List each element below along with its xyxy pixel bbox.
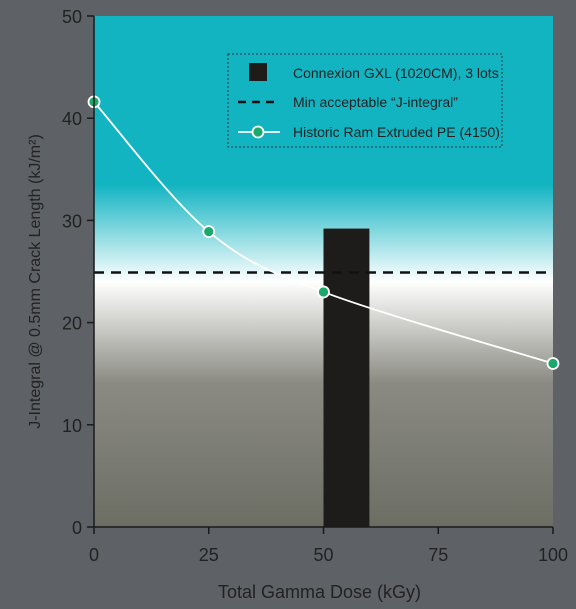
legend-swatch-bar bbox=[249, 63, 267, 81]
data-point-100 bbox=[546, 357, 560, 370]
x-tick-label: 75 bbox=[428, 545, 448, 565]
y-tick-label: 0 bbox=[72, 518, 82, 538]
x-tick-label: 100 bbox=[538, 545, 568, 565]
x-tick-label: 0 bbox=[89, 545, 99, 565]
legend-swatch-marker bbox=[251, 125, 265, 139]
series-line-historic-pe bbox=[93, 101, 554, 365]
y-tick-label: 50 bbox=[62, 7, 82, 27]
x-tick-label: 50 bbox=[313, 545, 333, 565]
x-tick-label: 25 bbox=[199, 545, 219, 565]
marks-layer bbox=[87, 95, 560, 528]
legend-label-bar: Connexion GXL (1020CM), 3 lots bbox=[293, 65, 499, 81]
bar-connexion-gxl bbox=[323, 228, 370, 528]
data-point-50 bbox=[317, 285, 330, 299]
y-tick-label: 40 bbox=[62, 109, 82, 129]
y-tick-label: 10 bbox=[62, 416, 82, 436]
data-point-25 bbox=[202, 225, 216, 239]
legend-label-line: Historic Ram Extruded PE (4150) bbox=[293, 124, 500, 140]
axes-layer: 0 10 20 30 40 50 0 25 50 75 100 bbox=[62, 7, 568, 565]
y-tick-label: 20 bbox=[62, 314, 82, 334]
legend: Connexion GXL (1020CM), 3 lots Min accept… bbox=[227, 53, 503, 148]
x-axis-title: Total Gamma Dose (kGy) bbox=[218, 582, 421, 602]
legend-box bbox=[227, 53, 503, 148]
y-axis-title: J-Integral @ 0.5mm Crack Length (kJ/m²) bbox=[27, 134, 44, 429]
y-tick-label: 30 bbox=[62, 211, 82, 231]
legend-label-min: Min acceptable “J-integral” bbox=[293, 94, 458, 110]
